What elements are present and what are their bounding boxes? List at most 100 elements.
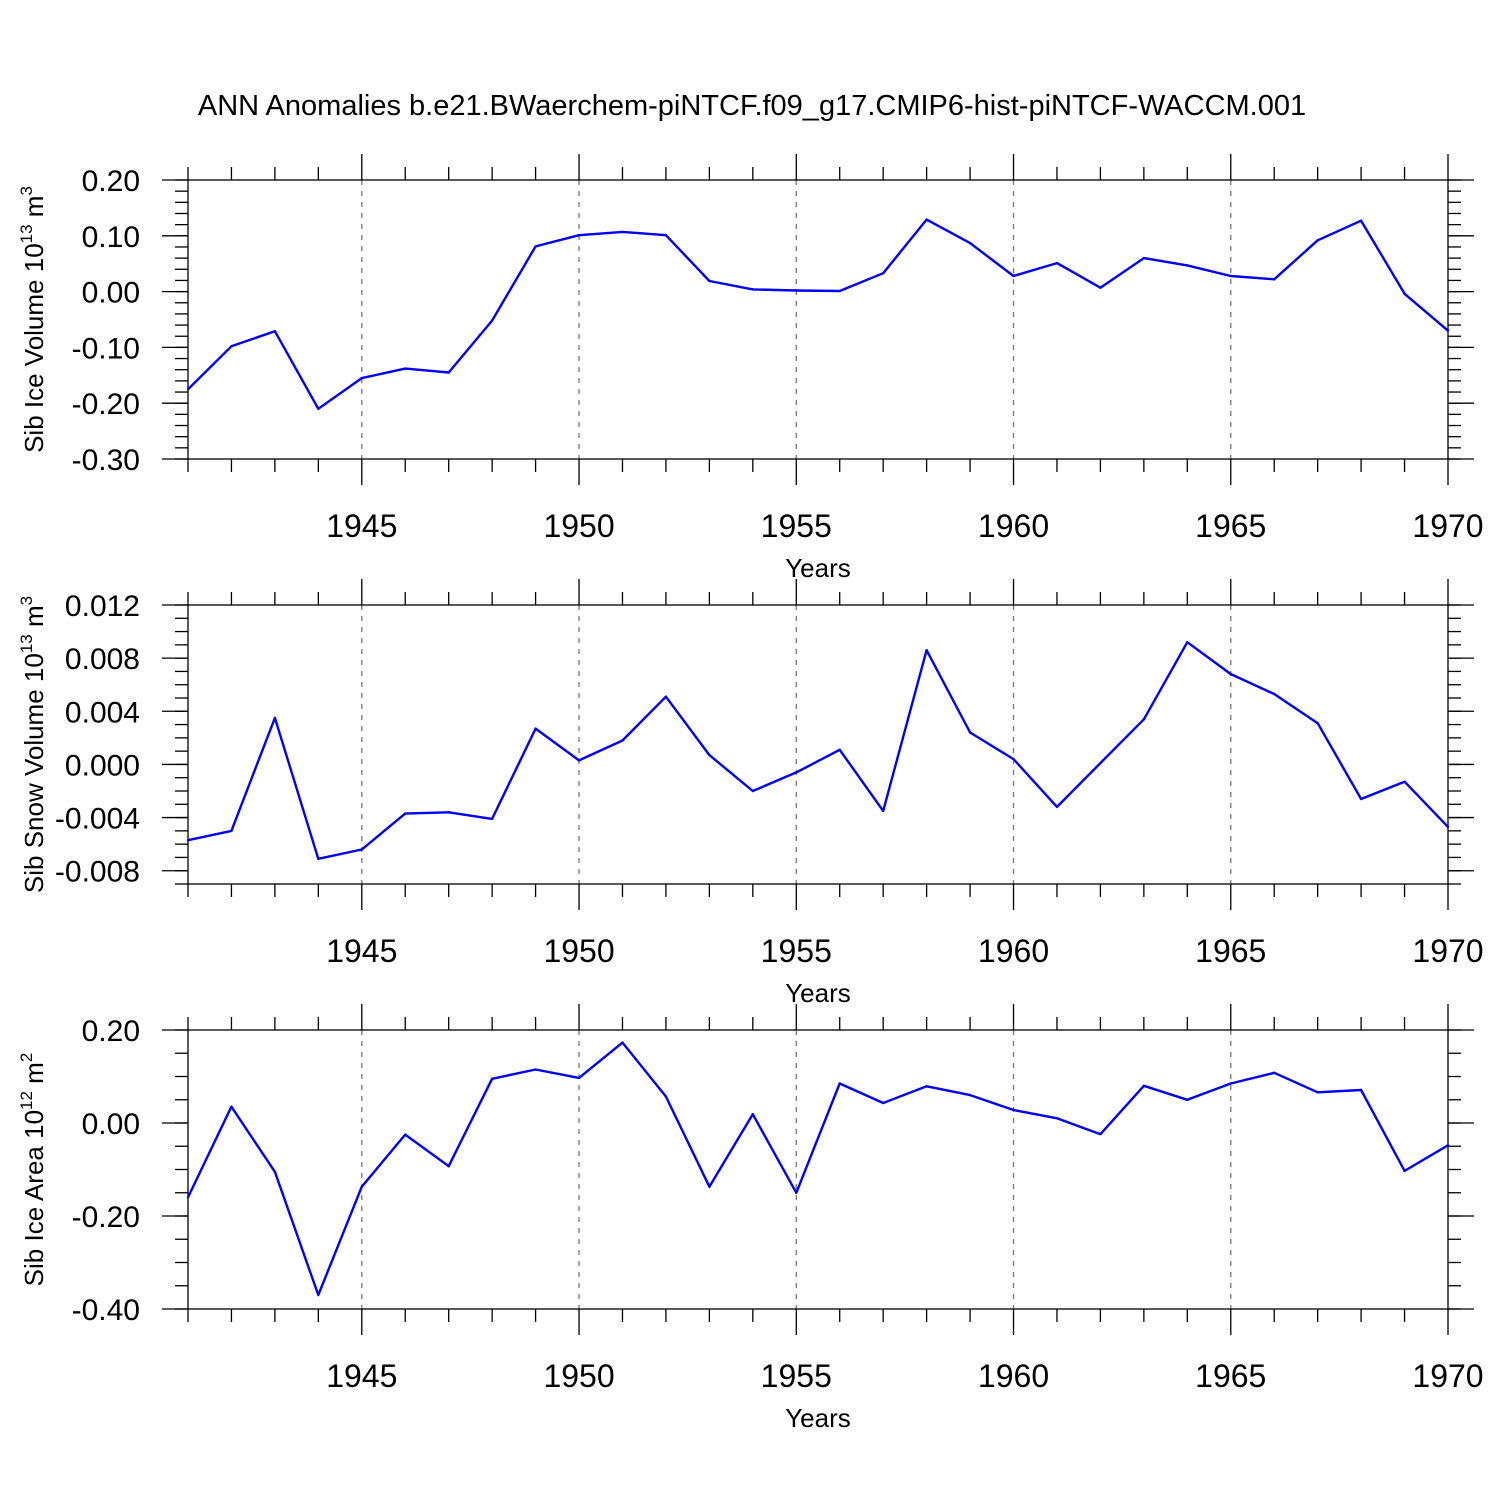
data-point [664, 695, 668, 698]
y-tick-label: 0.012 [65, 590, 140, 623]
data-point [838, 748, 841, 752]
data-point [1403, 1169, 1406, 1173]
y-axis-title: Sib Ice Volume 1013 m3 [17, 186, 49, 453]
data-point [1142, 718, 1146, 721]
y-tick-label: 0.20 [82, 1015, 140, 1048]
x-tick-label: 1960 [978, 1358, 1049, 1394]
y-axis-title-base: Sib Ice Volume 10 [19, 243, 49, 453]
data-point [751, 789, 755, 793]
x-tick-label: 1960 [978, 508, 1049, 544]
data-point [1012, 274, 1015, 278]
data-point [447, 371, 450, 374]
x-tick-label: 1970 [1412, 508, 1483, 544]
x-tick-label: 1955 [761, 933, 832, 969]
y-tick-label: -0.20 [72, 388, 140, 421]
data-point [577, 234, 581, 237]
data-point [1055, 261, 1059, 265]
x-tick-label: 1950 [543, 508, 614, 544]
data-point [1099, 286, 1102, 289]
data-point [273, 330, 277, 333]
y-tick-label: -0.20 [72, 1201, 140, 1234]
data-point [1229, 274, 1232, 278]
data-point [708, 1185, 711, 1188]
data-point [186, 388, 190, 391]
data-point [273, 1170, 277, 1174]
data-point [751, 1112, 755, 1116]
x-tick-label: 1945 [326, 1358, 397, 1394]
data-point [664, 234, 668, 237]
y-axis-title-exponent: 13 [17, 224, 36, 243]
data-point [534, 245, 537, 248]
y-axis-title-unit: m [19, 196, 49, 225]
data-point [1186, 641, 1189, 644]
y-axis-title-unit: m [19, 605, 49, 634]
data-point [1142, 1084, 1146, 1088]
y-axis-title-base: Sib Snow Volume 10 [19, 653, 49, 893]
x-tick-label: 1950 [543, 933, 614, 969]
data-point [1316, 239, 1319, 242]
y-axis-title: Sib Ice Area 1012 m2 [17, 1053, 49, 1287]
data-point [1229, 672, 1232, 676]
data-point [1099, 1132, 1102, 1136]
plot-frame [187, 179, 1449, 460]
data-point [1359, 219, 1363, 222]
y-tick-label: 0.20 [82, 165, 140, 198]
y-axis-title-unit: m [19, 1062, 49, 1091]
data-point [230, 345, 233, 348]
data-point [490, 319, 494, 322]
x-tick-label: 1945 [326, 508, 397, 544]
series-line [187, 641, 1449, 860]
data-point [708, 753, 711, 757]
y-tick-label: -0.008 [55, 856, 140, 889]
y-tick-label: 0.000 [65, 749, 140, 782]
data-point [1316, 722, 1319, 725]
data-point [490, 817, 494, 821]
data-point [1359, 1088, 1363, 1092]
chart-title: ANN Anomalies b.e21.BWaerchem-piNTCF.f09… [198, 90, 1306, 122]
data-point [230, 1105, 233, 1108]
data-point [1012, 757, 1015, 761]
data-point [1055, 805, 1059, 809]
data-point [795, 289, 798, 292]
x-axis-title: Years [785, 553, 851, 583]
data-point [1446, 1144, 1450, 1147]
x-tick-label: 1970 [1412, 933, 1483, 969]
data-point [968, 241, 972, 245]
data-point [1316, 1091, 1319, 1094]
data-point [925, 218, 928, 221]
x-tick-label: 1965 [1195, 933, 1266, 969]
y-axis-title-base: Sib Ice Area 10 [19, 1110, 49, 1286]
data-point [838, 1082, 841, 1085]
data-point [404, 812, 407, 815]
data-point [1186, 1098, 1189, 1101]
series-line [186, 1041, 1449, 1297]
y-tick-label: -0.004 [55, 803, 140, 836]
y-axis-title-exponent: 13 [17, 634, 36, 653]
y-tick-label: 0.008 [65, 643, 140, 676]
data-point [1012, 1108, 1015, 1112]
data-point [360, 1185, 363, 1188]
data-point [317, 407, 320, 410]
data-point [708, 279, 711, 283]
y-tick-label: 0.00 [82, 277, 140, 310]
data-point [447, 811, 450, 814]
data-point [404, 367, 407, 370]
y-axis-title-unit-exponent: 2 [17, 1053, 36, 1062]
data-point [230, 829, 233, 833]
data-point [447, 1165, 450, 1168]
data-point [404, 1133, 407, 1136]
y-tick-label: -0.40 [72, 1294, 140, 1327]
data-point [664, 1095, 668, 1098]
data-point [751, 288, 755, 291]
y-axis-title-unit-exponent: 3 [17, 186, 36, 195]
data-point [621, 739, 624, 742]
data-point [881, 1101, 885, 1105]
panel-3: 0.20 0.00 -0.20 -0.40 1945 1950 1955 1960 1965 19… [17, 1004, 1484, 1433]
x-tick-label: 1970 [1412, 1358, 1483, 1394]
y-axis-title-unit-exponent: 3 [17, 596, 36, 605]
x-tick-label: 1950 [543, 1358, 614, 1394]
y-axis-title: Sib Snow Volume 1013 m3 [17, 596, 49, 893]
data-point [1273, 278, 1276, 281]
x-tick-label: 1955 [761, 508, 832, 544]
